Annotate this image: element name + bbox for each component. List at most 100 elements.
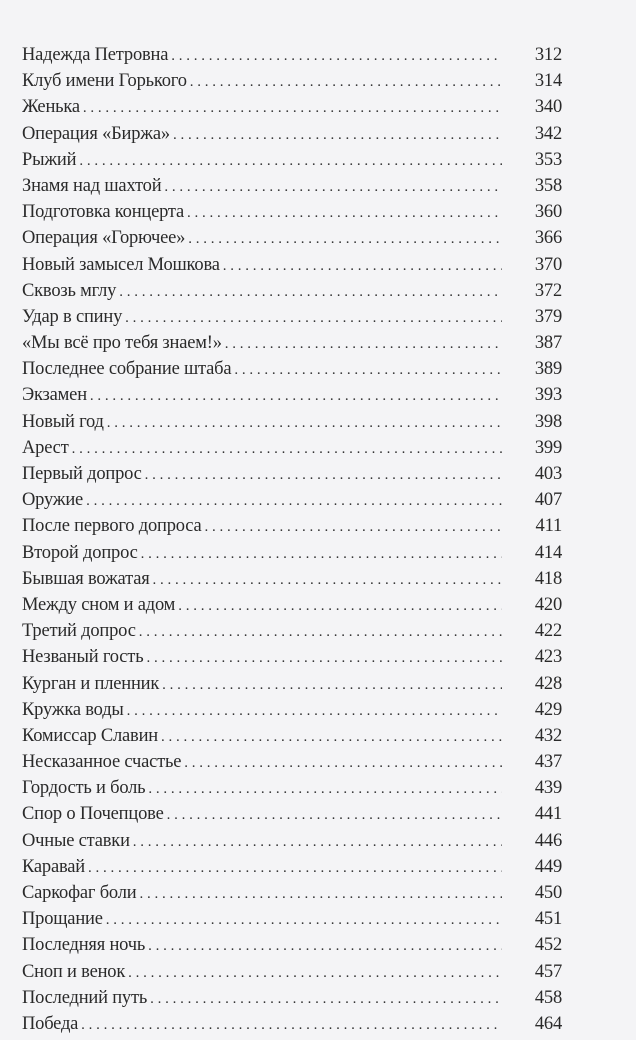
dot-leader <box>225 336 502 353</box>
toc-entry: Спор о Почепцове 441 <box>22 804 562 830</box>
dot-leader <box>83 100 502 117</box>
toc-entry-page: 414 <box>534 542 562 563</box>
toc-entry-page: 342 <box>534 123 562 144</box>
toc-entry: Третий допрос 422 <box>22 621 562 647</box>
toc-entry: «Мы всё про тебя знаем!» 387 <box>22 333 562 359</box>
toc-entry: Победа 464 <box>22 1014 562 1040</box>
toc-entry: Между сном и адом 420 <box>22 595 562 621</box>
toc-entry-title: Операция «Биржа» <box>22 123 170 144</box>
dot-leader <box>148 781 502 798</box>
toc-entry-title: Каравай <box>22 856 85 877</box>
toc-entry-title: Саркофаг боли <box>22 883 137 903</box>
toc-entry-title: Бывшая вожатая <box>22 568 150 589</box>
toc-entry: Комиссар Славин 432 <box>22 726 562 752</box>
toc-entry-title: Клуб имени Горького <box>22 71 187 92</box>
toc-entry: Операция «Биржа» 342 <box>22 124 562 150</box>
toc-entry: Каравай 449 <box>22 857 562 883</box>
toc-entry-page: 403 <box>534 464 562 484</box>
toc-entry-page: 379 <box>534 306 562 327</box>
dot-leader <box>128 965 502 982</box>
toc-entry-page: 458 <box>534 987 562 1008</box>
toc-entry: Прощание 451 <box>22 909 562 935</box>
toc-entry-title: Прощание <box>22 909 103 930</box>
toc-entry-page: 446 <box>534 830 562 851</box>
toc-entry-page: 398 <box>534 411 562 432</box>
toc-entry-page: 449 <box>534 856 562 877</box>
toc-entry-title: Подготовка концерта <box>22 202 185 223</box>
dot-leader <box>150 991 502 1008</box>
toc-entry: Первый допрос 403 <box>22 464 562 490</box>
toc-entry: Кружка воды 429 <box>22 700 562 726</box>
toc-entry-title: Сквозь мглу <box>22 280 117 301</box>
toc-entry-title: Надежда Петровна <box>22 45 169 65</box>
toc-entry-page: 411 <box>535 516 563 537</box>
toc-entry-page: 420 <box>534 594 562 615</box>
toc-entry: Незваный гость 423 <box>22 647 562 673</box>
toc-entry-page: 366 <box>534 228 562 249</box>
toc-entry: Экзамен 393 <box>22 385 562 411</box>
toc-entry: Сквозь мглу 372 <box>22 281 562 307</box>
toc-entry-title: Очные ставки <box>22 830 130 851</box>
toc-entry-page: 451 <box>534 909 562 930</box>
dot-leader <box>139 886 502 903</box>
dot-leader <box>133 834 502 851</box>
toc-entry-page: 423 <box>534 647 562 668</box>
toc-entry-title: Победа <box>22 1013 79 1034</box>
toc-entry-page: 437 <box>534 752 562 773</box>
toc-entry-page: 422 <box>534 621 562 642</box>
toc-entry-title: Второй допрос <box>22 542 138 563</box>
toc-entry-page: 314 <box>534 71 562 92</box>
toc-entry: Последнее собрание штаба 389 <box>22 359 562 385</box>
toc-entry-title: Удар в спину <box>22 306 123 327</box>
toc-entry: Несказанное счастье 437 <box>22 752 562 778</box>
toc-entry: Знамя над шахтой 358 <box>22 176 562 202</box>
dot-leader <box>164 179 502 196</box>
toc-entry-title: Последний путь <box>22 987 148 1008</box>
toc-entry: Курган и пленник 428 <box>22 674 562 700</box>
toc-entry: Сноп и венок 457 <box>22 962 562 988</box>
toc-entry: Рыжий 353 <box>22 150 562 176</box>
toc-entry: Женька 340 <box>22 97 562 123</box>
toc-entry-title: Спор о Почепцове <box>22 804 164 825</box>
toc-entry-page: 393 <box>534 385 562 406</box>
dot-leader <box>125 310 502 327</box>
toc-entry-page: 429 <box>534 699 562 720</box>
toc-entry: Клуб имени Горького 314 <box>22 71 562 97</box>
toc-entry-page: 439 <box>534 778 562 799</box>
dot-leader <box>173 127 502 144</box>
dot-leader <box>190 74 502 91</box>
dot-leader <box>234 362 502 379</box>
dot-leader <box>139 624 502 641</box>
toc-entry-page: 452 <box>534 935 562 956</box>
toc-entry: Операция «Горючее» 366 <box>22 228 562 254</box>
toc-entry-title: Сноп и венок <box>22 961 126 982</box>
toc-entry: Последняя ночь 452 <box>22 935 562 961</box>
dot-leader <box>146 650 502 667</box>
toc-entry-title: Незваный гость <box>22 647 144 668</box>
toc-entry-title: Знамя над шахтой <box>22 175 162 196</box>
dot-leader <box>141 546 502 563</box>
dot-leader <box>153 572 502 589</box>
toc-entry-page: 372 <box>534 280 562 301</box>
dot-leader <box>205 519 502 536</box>
dot-leader <box>106 912 502 929</box>
toc-entry: Очные ставки 446 <box>22 831 562 857</box>
dot-leader <box>86 493 502 510</box>
toc-entry: Бывшая вожатая 418 <box>22 569 562 595</box>
toc-entry: Арест 399 <box>22 438 562 464</box>
toc-entry: Гордость и боль 439 <box>22 778 562 804</box>
toc-entry-page: 389 <box>534 359 562 380</box>
toc-entry: Саркофаг боли 450 <box>22 883 562 909</box>
toc-entry-title: Первый допрос <box>22 464 142 484</box>
dot-leader <box>178 598 502 615</box>
toc-entry: Удар в спину 379 <box>22 307 562 333</box>
table-of-contents: Надежда Петровна 312 Клуб имени Горького 31… <box>22 45 562 1040</box>
toc-entry-title: Несказанное счастье <box>22 752 182 773</box>
toc-entry-title: После первого допроса <box>22 516 202 537</box>
dot-leader <box>187 205 502 222</box>
toc-entry-page: 464 <box>534 1013 562 1034</box>
toc-entry-page: 387 <box>534 333 562 354</box>
toc-entry-title: Новый замысел Мошкова <box>22 254 220 275</box>
dot-leader <box>79 153 502 170</box>
toc-entry-title: Оружие <box>22 490 84 511</box>
